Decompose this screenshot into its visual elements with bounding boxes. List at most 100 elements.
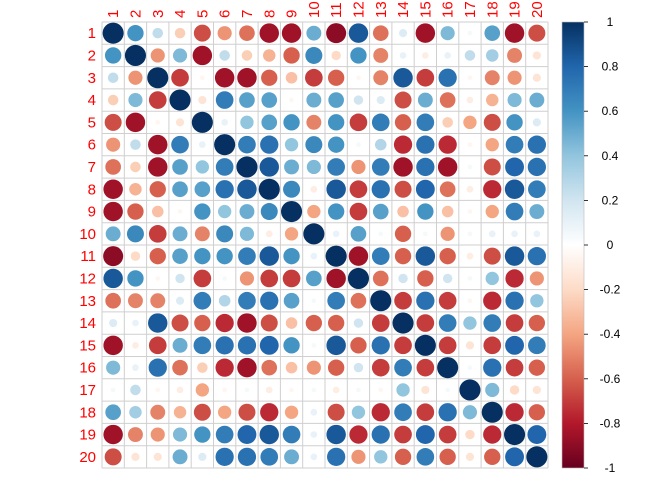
corr-circle-17-12 bbox=[356, 387, 361, 393]
corr-circle-5-19 bbox=[506, 114, 523, 131]
corr-circle-1-17 bbox=[467, 30, 473, 36]
corr-circle-14-17 bbox=[463, 316, 477, 330]
corr-circle-6-13 bbox=[374, 138, 387, 151]
corr-circle-18-18 bbox=[481, 401, 503, 423]
corr-circle-10-17 bbox=[467, 231, 473, 237]
corr-circle-5-18 bbox=[483, 113, 501, 131]
corr-circle-5-16 bbox=[442, 117, 453, 128]
corr-circle-9-16 bbox=[441, 205, 454, 218]
corr-circle-14-5 bbox=[194, 314, 211, 332]
corr-circle-7-9 bbox=[284, 159, 300, 175]
corr-circle-15-5 bbox=[193, 336, 212, 355]
corr-circle-4-11 bbox=[328, 92, 344, 108]
corr-circle-6-10 bbox=[305, 136, 323, 154]
corr-circle-4-16 bbox=[439, 92, 456, 108]
corr-circle-1-2 bbox=[127, 24, 144, 42]
corr-circle-2-5 bbox=[192, 45, 213, 66]
corr-circle-19-12 bbox=[349, 425, 368, 444]
corr-circle-10-4 bbox=[172, 226, 188, 242]
corr-circle-11-11 bbox=[325, 245, 347, 267]
corr-circle-15-10 bbox=[311, 342, 317, 348]
corr-circle-3-8 bbox=[261, 69, 278, 86]
corr-circle-20-18 bbox=[484, 448, 501, 466]
colorbar-tick-label: -0.2 bbox=[600, 283, 621, 297]
row-label-20: 20 bbox=[79, 449, 96, 466]
corr-circle-8-4 bbox=[172, 181, 188, 198]
corr-circle-5-5 bbox=[191, 111, 213, 133]
corr-circle-4-1 bbox=[107, 94, 119, 106]
corr-circle-20-3 bbox=[153, 452, 162, 461]
corr-circle-11-10 bbox=[310, 252, 318, 260]
colorbar bbox=[562, 22, 584, 468]
corr-circle-1-14 bbox=[398, 29, 408, 38]
corr-circle-13-18 bbox=[483, 291, 502, 310]
corr-circle-9-4 bbox=[177, 209, 183, 214]
colorbar-gradient bbox=[562, 22, 584, 468]
corr-circle-15-4 bbox=[172, 337, 188, 353]
corr-circle-7-1 bbox=[105, 159, 121, 175]
corr-circle-13-13 bbox=[370, 290, 392, 312]
row-label-14: 14 bbox=[79, 315, 96, 332]
column-label-20: 20 bbox=[529, 1, 546, 18]
corr-circle-8-11 bbox=[326, 179, 346, 199]
corr-circle-3-13 bbox=[373, 70, 389, 86]
corr-circle-16-16 bbox=[437, 357, 459, 379]
corr-circle-5-2 bbox=[125, 112, 146, 133]
corr-circle-8-9 bbox=[283, 180, 301, 198]
corr-circle-11-3 bbox=[149, 247, 166, 265]
corr-circle-20-5 bbox=[198, 452, 207, 461]
corr-circle-18-9 bbox=[284, 405, 299, 419]
corr-circle-17-13 bbox=[378, 387, 384, 393]
corr-circle-20-12 bbox=[351, 449, 366, 464]
corr-circle-5-15 bbox=[416, 113, 435, 132]
corr-circle-1-12 bbox=[348, 23, 369, 43]
corr-circle-3-17 bbox=[467, 75, 473, 81]
corr-circle-9-7 bbox=[239, 204, 255, 220]
corr-circle-7-5 bbox=[195, 160, 210, 174]
corr-circle-18-5 bbox=[193, 403, 211, 421]
corr-circle-8-16 bbox=[439, 181, 456, 198]
corr-circle-16-5 bbox=[197, 362, 208, 373]
corr-circle-18-4 bbox=[173, 406, 187, 419]
corr-circle-1-3 bbox=[152, 27, 164, 39]
corr-circle-4-9 bbox=[289, 97, 294, 103]
matrix-circles bbox=[102, 22, 548, 468]
corr-circle-19-3 bbox=[150, 427, 165, 442]
corr-circle-18-13 bbox=[371, 403, 390, 422]
corr-circle-5-14 bbox=[394, 114, 412, 131]
corr-circle-5-9 bbox=[283, 114, 300, 131]
corr-circle-17-16 bbox=[445, 387, 451, 393]
corr-circle-7-4 bbox=[172, 159, 188, 175]
corr-circle-14-15 bbox=[416, 314, 435, 332]
corr-circle-11-16 bbox=[439, 247, 456, 265]
corr-circle-17-1 bbox=[110, 387, 116, 393]
corr-circle-2-18 bbox=[486, 49, 499, 62]
corr-circle-15-16 bbox=[438, 336, 457, 355]
corr-circle-19-17 bbox=[465, 429, 475, 440]
corr-circle-13-15 bbox=[416, 291, 435, 310]
corr-circle-16-8 bbox=[261, 359, 278, 376]
corr-circle-9-8 bbox=[260, 203, 278, 221]
corr-circle-16-6 bbox=[215, 358, 234, 377]
corr-circle-7-16 bbox=[437, 157, 458, 177]
corr-circle-5-13 bbox=[371, 113, 390, 132]
corr-circle-4-20 bbox=[529, 92, 545, 108]
corr-circle-3-15 bbox=[416, 68, 435, 87]
corr-circle-4-2 bbox=[128, 92, 143, 108]
corr-circle-10-9 bbox=[284, 227, 299, 241]
colorbar-tick-label: -0.4 bbox=[600, 327, 621, 341]
corr-circle-12-13 bbox=[372, 270, 389, 287]
corr-circle-5-1 bbox=[104, 113, 122, 131]
corr-circle-15-6 bbox=[215, 336, 234, 355]
corr-circle-10-8 bbox=[265, 230, 273, 238]
corr-circle-10-3 bbox=[148, 225, 167, 243]
corr-circle-18-12 bbox=[351, 405, 366, 419]
colorbar-tick-label: 0.2 bbox=[602, 193, 619, 207]
corr-circle-3-19 bbox=[507, 70, 522, 85]
corr-circle-7-12 bbox=[351, 159, 366, 175]
corr-circle-7-7 bbox=[236, 156, 258, 178]
corr-circle-2-6 bbox=[219, 50, 230, 61]
corr-circle-5-17 bbox=[463, 115, 477, 130]
corr-circle-15-9 bbox=[283, 337, 300, 354]
